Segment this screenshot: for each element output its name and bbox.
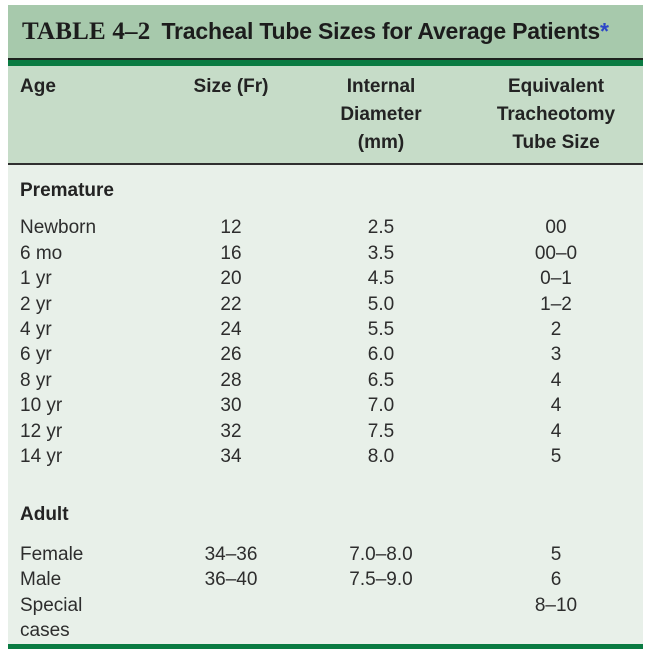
cell-size-fr xyxy=(169,593,293,644)
cell-internal-diameter xyxy=(293,593,469,644)
cell-tracheotomy-size: 2 xyxy=(550,319,562,341)
cell-age: 6 yr xyxy=(20,344,52,366)
cell-tracheotomy-size: 1–2 xyxy=(540,293,572,315)
cell-age: 10 yr xyxy=(20,395,63,417)
cell-internal-diameter: 7.0 xyxy=(367,395,395,417)
cell-internal-diameter: 7.5–9.0 xyxy=(349,569,413,591)
table-title: Tracheal Tube Sizes for Average Patients xyxy=(161,18,600,44)
table-row-14yr: 14 yr 34 8.0 5 xyxy=(8,444,643,469)
cell-tracheotomy-size: 00–0 xyxy=(534,242,578,264)
table-row-6mo: 6 mo 16 3.5 00–0 xyxy=(8,241,643,266)
column-header-age: Age xyxy=(8,66,169,165)
cell-internal-diameter: 3.5 xyxy=(367,242,395,264)
cell-tracheotomy-size: 6 xyxy=(550,569,562,591)
cell-size-fr: 30 xyxy=(220,395,242,417)
table-row-newborn: Newborn 12 2.5 00 xyxy=(8,213,643,240)
cell-tracheotomy-size: 8–10 xyxy=(534,594,578,616)
cell-age: 6 mo xyxy=(20,242,63,264)
cell-internal-diameter: 4.5 xyxy=(367,268,395,290)
cell-internal-diameter: 5.5 xyxy=(367,319,395,341)
cell-internal-diameter: 5.0 xyxy=(367,293,395,315)
cell-internal-diameter: 7.5 xyxy=(367,420,395,442)
cell-internal-diameter: 6.0 xyxy=(367,344,395,366)
cell-age: 4 yr xyxy=(20,319,52,341)
cell-size-fr: 36–40 xyxy=(204,569,258,591)
cell-age: Newborn xyxy=(20,217,97,239)
table-body: Premature Newborn 12 2.5 00 6 mo 16 3.5 … xyxy=(8,164,643,644)
cell-tracheotomy-size: 3 xyxy=(550,344,562,366)
cell-tracheotomy-size: 5 xyxy=(550,446,562,468)
section-header-adult: Adult xyxy=(8,469,643,539)
table-row-female: Female 34–36 7.0–8.0 5 xyxy=(8,540,643,567)
cell-age: 2 yr xyxy=(20,293,52,315)
data-table: Age Size (Fr) Internal Diameter (mm) Equ… xyxy=(8,66,643,644)
cell-internal-diameter: 6.5 xyxy=(367,369,395,391)
cell-size-fr: 26 xyxy=(220,344,242,366)
cell-size-fr: 16 xyxy=(220,242,242,264)
table-row-6yr: 6 yr 26 6.0 3 xyxy=(8,342,643,367)
table-row-10yr: 10 yr 30 7.0 4 xyxy=(8,393,643,418)
tracheal-tube-size-table: TABLE 4–2 Tracheal Tube Sizes for Averag… xyxy=(8,5,643,649)
cell-size-fr: 22 xyxy=(220,293,242,315)
cell-tracheotomy-size: 4 xyxy=(550,420,562,442)
title-divider-rule xyxy=(8,58,643,66)
cell-internal-diameter: 8.0 xyxy=(367,446,395,468)
column-header-size-fr: Size (Fr) xyxy=(169,66,293,165)
table-row-2yr: 2 yr 22 5.0 1–2 xyxy=(8,292,643,317)
table-row-8yr: 8 yr 28 6.5 4 xyxy=(8,368,643,393)
cell-size-fr: 20 xyxy=(220,268,242,290)
cell-tracheotomy-size: 4 xyxy=(550,395,562,417)
cell-age: 1 yr xyxy=(20,268,52,290)
bottom-border-rule xyxy=(8,643,643,649)
cell-age: Female xyxy=(20,543,84,565)
column-header-equivalent-tracheotomy: Equivalent Tracheotomy Tube Size xyxy=(469,66,643,165)
cell-internal-diameter: 7.0–8.0 xyxy=(349,543,413,565)
section-header-premature: Premature xyxy=(8,164,643,213)
table-row-male: Male 36–40 7.5–9.0 6 xyxy=(8,567,643,592)
table-row-4yr: 4 yr 24 5.5 2 xyxy=(8,317,643,342)
cell-tracheotomy-size: 0–1 xyxy=(540,268,572,290)
cell-size-fr: 28 xyxy=(220,369,242,391)
cell-size-fr: 24 xyxy=(220,319,242,341)
table-row-1yr: 1 yr 20 4.5 0–1 xyxy=(8,266,643,291)
section-label: Premature xyxy=(20,180,114,201)
table-title-bar: TABLE 4–2 Tracheal Tube Sizes for Averag… xyxy=(8,5,643,58)
column-header-internal-diameter: Internal Diameter (mm) xyxy=(293,66,469,165)
table-number: TABLE 4–2 xyxy=(22,17,151,45)
cell-size-fr: 12 xyxy=(220,217,242,239)
cell-size-fr: 32 xyxy=(220,420,242,442)
cell-tracheotomy-size: 4 xyxy=(550,369,562,391)
cell-tracheotomy-size: 5 xyxy=(550,543,562,565)
cell-age: Special cases xyxy=(20,594,83,642)
table-row-special-cases: Special cases 8–10 xyxy=(8,593,643,644)
cell-internal-diameter: 2.5 xyxy=(367,217,395,239)
footnote-marker: * xyxy=(600,18,609,44)
cell-age: 12 yr xyxy=(20,420,63,442)
cell-age: 14 yr xyxy=(20,446,63,468)
cell-tracheotomy-size: 00 xyxy=(545,217,567,239)
cell-age: Male xyxy=(20,569,62,591)
cell-size-fr: 34–36 xyxy=(204,543,258,565)
table-row-12yr: 12 yr 32 7.5 4 xyxy=(8,419,643,444)
cell-size-fr: 34 xyxy=(220,446,242,468)
section-label: Adult xyxy=(20,504,69,526)
table-header-row: Age Size (Fr) Internal Diameter (mm) Equ… xyxy=(8,66,643,165)
cell-age: 8 yr xyxy=(20,369,52,391)
